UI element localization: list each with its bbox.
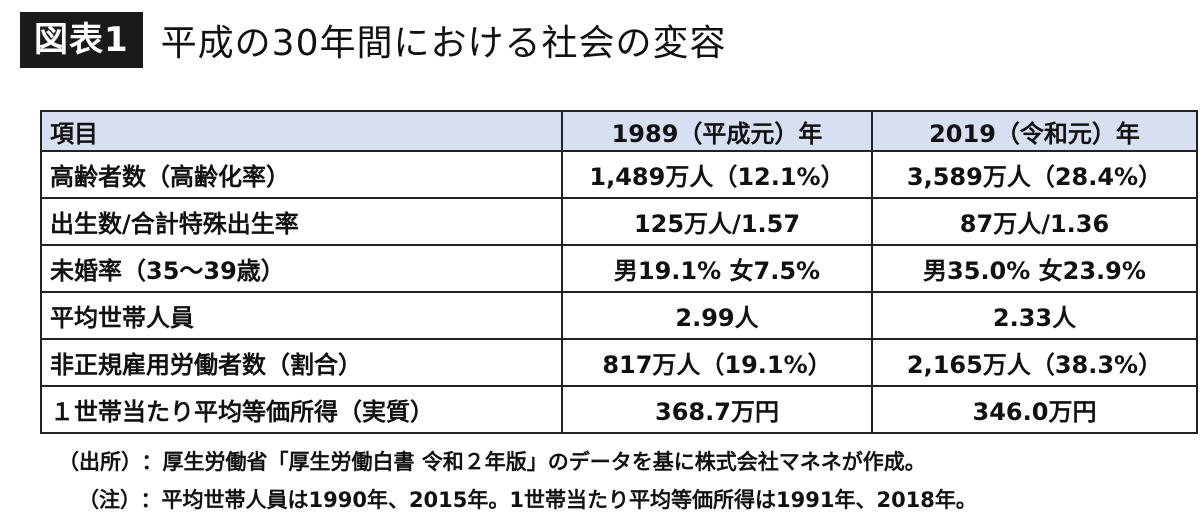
figure-header: 図表1 平成の30年間における社会の変容: [20, 12, 726, 68]
header-item: 項目: [40, 110, 563, 152]
caveat-text: ：平均世帯人員は1990年、2015年。1世帯当たり平均等価所得は1991年、2…: [140, 488, 977, 512]
figure-title: 平成の30年間における社会の変容: [160, 23, 727, 64]
row-label: 非正規雇用労働者数（割合）: [40, 338, 563, 387]
table-row: 非正規雇用労働者数（割合） 817万人（19.1%） 2,165万人（38.3%…: [40, 338, 1198, 387]
header-1989: 1989（平成元）年: [561, 110, 873, 152]
row-label: 出生数/合計特殊出生率: [40, 197, 563, 246]
cell-1989: 368.7万円: [561, 385, 873, 434]
table-row: 高齢者数（高齢化率） 1,489万人（12.1%） 3,589万人（28.4%）: [40, 150, 1198, 199]
cell-1989: 1,489万人（12.1%）: [561, 150, 873, 199]
row-label: 高齢者数（高齢化率）: [40, 150, 563, 199]
cell-1989: 817万人（19.1%）: [561, 338, 873, 387]
row-label: １世帯当たり平均等価所得（実質）: [40, 385, 563, 434]
header-2019: 2019（令和元）年: [871, 110, 1198, 152]
cell-2019: 男35.0% 女23.9%: [871, 244, 1198, 293]
cell-2019: 2.33人: [871, 291, 1198, 340]
table-row: 未婚率（35〜39歳） 男19.1% 女7.5% 男35.0% 女23.9%: [40, 244, 1198, 293]
table-row: 平均世帯人員 2.99人 2.33人: [40, 291, 1198, 340]
table-header-row: 項目 1989（平成元）年 2019（令和元）年: [40, 110, 1198, 152]
table-row: １世帯当たり平均等価所得（実質） 368.7万円 346.0万円: [40, 385, 1198, 434]
cell-1989: 2.99人: [561, 291, 873, 340]
caveat-note: （注） ：平均世帯人員は1990年、2015年。1世帯当たり平均等価所得は1991…: [78, 484, 977, 514]
source-text: ：厚生労働省「厚生労働白書 令和２年版」のデータを基に株式会社マネネが作成。: [141, 450, 926, 474]
source-tag: （出所）: [58, 450, 132, 474]
cell-2019: 3,589万人（28.4%）: [871, 150, 1198, 199]
caveat-tag: （注）: [78, 488, 131, 512]
cell-2019: 87万人/1.36: [871, 197, 1198, 246]
cell-1989: 125万人/1.57: [561, 197, 873, 246]
cell-2019: 346.0万円: [871, 385, 1198, 434]
cell-2019: 2,165万人（38.3%）: [871, 338, 1198, 387]
figure-badge: 図表1: [20, 12, 143, 68]
row-label: 平均世帯人員: [40, 291, 563, 340]
data-table: 項目 1989（平成元）年 2019（令和元）年 高齢者数（高齢化率） 1,48…: [40, 110, 1198, 434]
source-note: （出所） ：厚生労働省「厚生労働白書 令和２年版」のデータを基に株式会社マネネが作…: [58, 446, 926, 476]
table-row: 出生数/合計特殊出生率 125万人/1.57 87万人/1.36: [40, 197, 1198, 246]
row-label: 未婚率（35〜39歳）: [40, 244, 563, 293]
cell-1989: 男19.1% 女7.5%: [561, 244, 873, 293]
